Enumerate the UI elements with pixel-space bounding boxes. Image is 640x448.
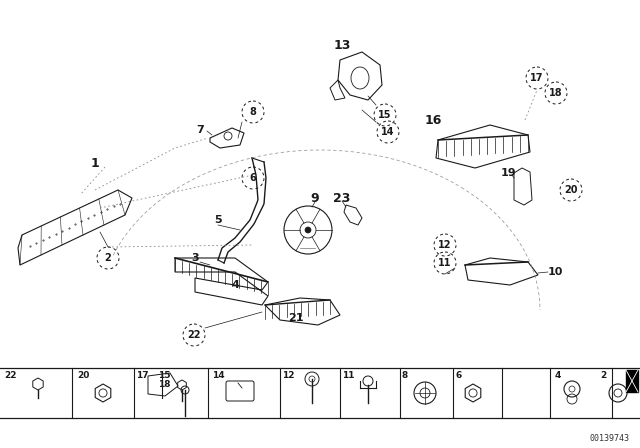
Text: 16: 16: [424, 113, 442, 126]
Text: 9: 9: [310, 191, 319, 204]
Text: 11: 11: [342, 371, 355, 380]
Text: 17: 17: [136, 371, 148, 380]
Text: 12: 12: [438, 240, 452, 250]
Text: 15: 15: [378, 110, 392, 120]
Text: 23: 23: [333, 191, 351, 204]
Text: 6: 6: [250, 173, 257, 183]
Text: 1: 1: [91, 156, 99, 169]
Text: 10: 10: [547, 267, 563, 277]
Text: 2: 2: [104, 253, 111, 263]
Text: 12: 12: [282, 371, 294, 380]
Text: 22: 22: [188, 330, 201, 340]
Text: 2: 2: [600, 371, 606, 380]
Text: 6: 6: [455, 371, 461, 380]
Circle shape: [305, 227, 311, 233]
Text: 3: 3: [191, 253, 199, 263]
Bar: [626, 370, 638, 392]
Text: 00139743: 00139743: [590, 434, 630, 443]
Text: 15: 15: [158, 371, 170, 380]
Text: 4: 4: [555, 371, 561, 380]
Text: 20: 20: [77, 371, 90, 380]
Text: 14: 14: [212, 371, 225, 380]
Text: 4: 4: [231, 280, 239, 290]
Text: 13: 13: [333, 39, 351, 52]
Text: 7: 7: [196, 125, 204, 135]
Text: 8: 8: [250, 107, 257, 117]
Text: 19: 19: [500, 168, 516, 178]
Text: 11: 11: [438, 258, 452, 268]
Text: 8: 8: [402, 371, 408, 380]
Text: 22: 22: [4, 371, 17, 380]
Text: 20: 20: [564, 185, 578, 195]
Text: 14: 14: [381, 127, 395, 137]
Text: 21: 21: [288, 313, 304, 323]
Text: 17: 17: [531, 73, 544, 83]
Text: 18: 18: [549, 88, 563, 98]
Text: 18: 18: [158, 380, 170, 389]
Text: 5: 5: [214, 215, 222, 225]
